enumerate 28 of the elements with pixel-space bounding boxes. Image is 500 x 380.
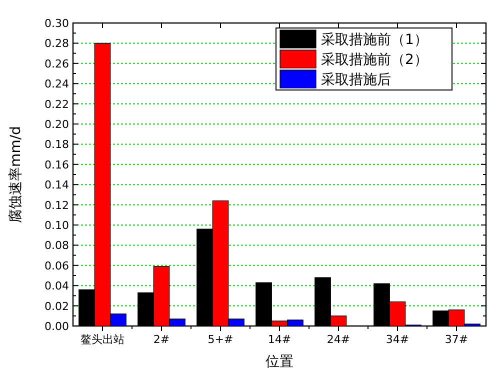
x-tick-label: 鳌头出站 — [80, 333, 124, 346]
x-tick-label: 34# — [386, 333, 410, 346]
y-tick-label: 0.28 — [44, 37, 69, 50]
x-tick-label: 2# — [153, 333, 170, 346]
y-tick-label: 0.14 — [44, 178, 69, 192]
x-tick-label: 14# — [268, 333, 292, 346]
y-tick-label: 0.06 — [44, 259, 69, 272]
y-tick-label: 0.30 — [44, 17, 69, 30]
y-tick-label: 0.02 — [44, 300, 69, 313]
y-tick-label: 0.04 — [44, 280, 69, 293]
x-axis-title: 位置 — [266, 354, 294, 370]
y-tick-label: 0.16 — [44, 158, 69, 172]
y-tick-label: 0.00 — [44, 320, 69, 333]
y-axis-title: 腐蚀速率mm/d — [8, 126, 24, 223]
y-tick-label: 0.24 — [44, 78, 69, 91]
legend-label: 采取措施前（2） — [321, 52, 428, 68]
y-tick-label: 0.20 — [44, 118, 69, 131]
y-tick-label: 0.22 — [44, 98, 69, 111]
legend-label: 采取措施前（1） — [321, 32, 428, 48]
y-tick-label: 0.10 — [44, 219, 69, 232]
x-tick-label: 5+# — [208, 333, 234, 346]
x-tick-label: 24# — [326, 333, 350, 346]
legend-label: 采取措施后 — [321, 72, 391, 88]
y-tick-label: 0.12 — [44, 198, 69, 212]
x-tick-label: 37# — [444, 333, 468, 346]
y-tick-label: 0.26 — [44, 57, 69, 70]
y-tick-label: 0.08 — [44, 239, 69, 252]
y-tick-label: 0.18 — [44, 138, 69, 152]
